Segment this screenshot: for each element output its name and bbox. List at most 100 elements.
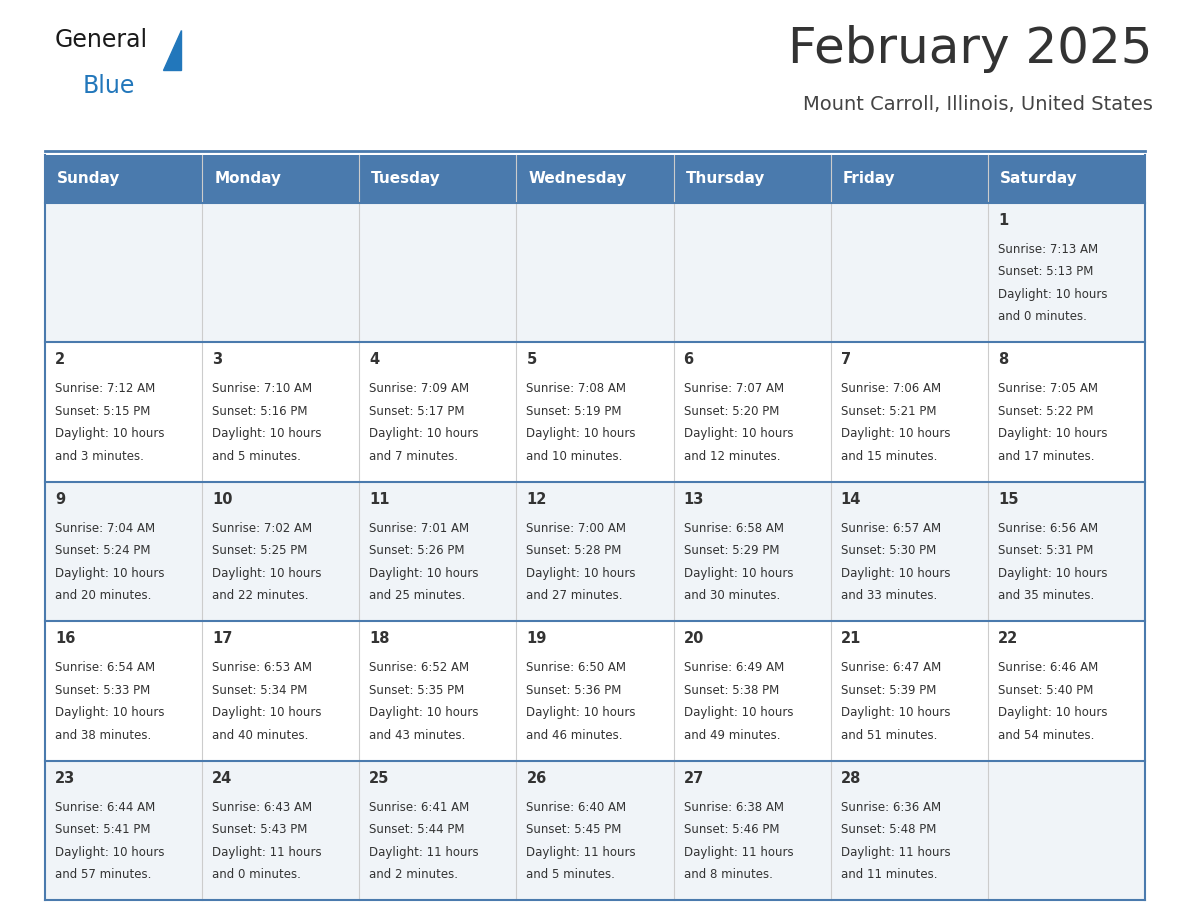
Text: Sunset: 5:19 PM: Sunset: 5:19 PM [526, 405, 623, 418]
Text: Sunset: 5:44 PM: Sunset: 5:44 PM [369, 823, 465, 836]
Text: Daylight: 10 hours: Daylight: 10 hours [526, 428, 636, 441]
Text: Daylight: 10 hours: Daylight: 10 hours [841, 566, 950, 580]
Text: Sunrise: 6:58 AM: Sunrise: 6:58 AM [683, 521, 784, 535]
Text: Sunset: 5:43 PM: Sunset: 5:43 PM [213, 823, 308, 836]
Text: Sunset: 5:20 PM: Sunset: 5:20 PM [683, 405, 779, 418]
Text: and 46 minutes.: and 46 minutes. [526, 729, 623, 742]
Text: 8: 8 [998, 353, 1009, 367]
Text: and 11 minutes.: and 11 minutes. [841, 868, 937, 881]
Text: and 17 minutes.: and 17 minutes. [998, 450, 1094, 463]
Text: 13: 13 [683, 492, 704, 507]
Text: 21: 21 [841, 632, 861, 646]
Text: 19: 19 [526, 632, 546, 646]
Text: 6: 6 [683, 353, 694, 367]
Text: Daylight: 10 hours: Daylight: 10 hours [213, 706, 322, 719]
Text: Sunrise: 6:57 AM: Sunrise: 6:57 AM [841, 521, 941, 535]
Text: Daylight: 10 hours: Daylight: 10 hours [369, 428, 479, 441]
Text: 16: 16 [55, 632, 75, 646]
Text: 22: 22 [998, 632, 1018, 646]
Text: Mount Carroll, Illinois, United States: Mount Carroll, Illinois, United States [803, 95, 1154, 114]
Text: 2: 2 [55, 353, 65, 367]
Text: Daylight: 10 hours: Daylight: 10 hours [841, 706, 950, 719]
Text: and 8 minutes.: and 8 minutes. [683, 868, 772, 881]
Bar [45, 482, 1145, 621]
Text: 15: 15 [998, 492, 1018, 507]
Text: Sunset: 5:41 PM: Sunset: 5:41 PM [55, 823, 151, 836]
Text: Sunset: 5:29 PM: Sunset: 5:29 PM [683, 544, 779, 557]
Text: Sunrise: 6:38 AM: Sunrise: 6:38 AM [683, 800, 784, 813]
Text: and 54 minutes.: and 54 minutes. [998, 729, 1094, 742]
Text: Daylight: 10 hours: Daylight: 10 hours [55, 845, 164, 858]
Text: Sunset: 5:35 PM: Sunset: 5:35 PM [369, 684, 465, 697]
Text: and 22 minutes.: and 22 minutes. [213, 589, 309, 602]
Text: Sunrise: 6:44 AM: Sunrise: 6:44 AM [55, 800, 156, 813]
Text: 23: 23 [55, 770, 75, 786]
Text: 10: 10 [213, 492, 233, 507]
Text: and 2 minutes.: and 2 minutes. [369, 868, 459, 881]
Text: Thursday: Thursday [685, 172, 765, 186]
Text: Sunset: 5:40 PM: Sunset: 5:40 PM [998, 684, 1093, 697]
Text: Daylight: 10 hours: Daylight: 10 hours [369, 566, 479, 580]
Text: Daylight: 10 hours: Daylight: 10 hours [369, 706, 479, 719]
Text: Sunset: 5:21 PM: Sunset: 5:21 PM [841, 405, 936, 418]
Text: Daylight: 10 hours: Daylight: 10 hours [526, 706, 636, 719]
Text: and 35 minutes.: and 35 minutes. [998, 589, 1094, 602]
Text: Sunset: 5:33 PM: Sunset: 5:33 PM [55, 684, 150, 697]
Text: Friday: Friday [842, 172, 896, 186]
Text: Sunrise: 6:36 AM: Sunrise: 6:36 AM [841, 800, 941, 813]
Text: Sunset: 5:28 PM: Sunset: 5:28 PM [526, 544, 621, 557]
Text: Sunrise: 7:13 AM: Sunrise: 7:13 AM [998, 243, 1098, 256]
Text: Sunday: Sunday [57, 172, 120, 186]
Text: Daylight: 10 hours: Daylight: 10 hours [998, 706, 1107, 719]
Text: Saturday: Saturday [1000, 172, 1078, 186]
Text: 20: 20 [683, 632, 704, 646]
Text: and 51 minutes.: and 51 minutes. [841, 729, 937, 742]
Text: 26: 26 [526, 770, 546, 786]
Text: and 33 minutes.: and 33 minutes. [841, 589, 937, 602]
Text: Blue: Blue [83, 74, 135, 98]
Text: Sunrise: 6:47 AM: Sunrise: 6:47 AM [841, 661, 941, 674]
Text: Daylight: 10 hours: Daylight: 10 hours [998, 428, 1107, 441]
Text: 5: 5 [526, 353, 537, 367]
Text: and 0 minutes.: and 0 minutes. [998, 310, 1087, 323]
Text: Sunrise: 6:50 AM: Sunrise: 6:50 AM [526, 661, 626, 674]
Text: Sunset: 5:31 PM: Sunset: 5:31 PM [998, 544, 1093, 557]
Text: Sunset: 5:39 PM: Sunset: 5:39 PM [841, 684, 936, 697]
Text: Sunset: 5:22 PM: Sunset: 5:22 PM [998, 405, 1093, 418]
Text: and 49 minutes.: and 49 minutes. [683, 729, 781, 742]
Text: Daylight: 10 hours: Daylight: 10 hours [841, 428, 950, 441]
Text: Tuesday: Tuesday [372, 172, 441, 186]
Text: Sunset: 5:48 PM: Sunset: 5:48 PM [841, 823, 936, 836]
Text: Sunrise: 6:43 AM: Sunrise: 6:43 AM [213, 800, 312, 813]
Text: Sunrise: 7:08 AM: Sunrise: 7:08 AM [526, 383, 626, 396]
Text: Sunrise: 7:07 AM: Sunrise: 7:07 AM [683, 383, 784, 396]
Text: and 10 minutes.: and 10 minutes. [526, 450, 623, 463]
Text: Daylight: 11 hours: Daylight: 11 hours [683, 845, 794, 858]
Text: and 57 minutes.: and 57 minutes. [55, 868, 151, 881]
Text: and 5 minutes.: and 5 minutes. [213, 450, 301, 463]
Text: Daylight: 10 hours: Daylight: 10 hours [55, 706, 164, 719]
Text: 7: 7 [841, 353, 851, 367]
Text: 9: 9 [55, 492, 65, 507]
Text: Sunrise: 6:52 AM: Sunrise: 6:52 AM [369, 661, 469, 674]
Text: February 2025: February 2025 [789, 25, 1154, 73]
Text: Daylight: 10 hours: Daylight: 10 hours [55, 566, 164, 580]
Text: Sunrise: 6:53 AM: Sunrise: 6:53 AM [213, 661, 312, 674]
Text: 12: 12 [526, 492, 546, 507]
Text: 27: 27 [683, 770, 703, 786]
Text: and 43 minutes.: and 43 minutes. [369, 729, 466, 742]
Text: Sunrise: 7:06 AM: Sunrise: 7:06 AM [841, 383, 941, 396]
Text: and 30 minutes.: and 30 minutes. [683, 589, 779, 602]
Text: and 3 minutes.: and 3 minutes. [55, 450, 144, 463]
Text: Sunset: 5:13 PM: Sunset: 5:13 PM [998, 265, 1093, 278]
Text: 1: 1 [998, 213, 1009, 228]
Text: General: General [55, 28, 148, 52]
Text: Sunset: 5:38 PM: Sunset: 5:38 PM [683, 684, 779, 697]
Text: 11: 11 [369, 492, 390, 507]
Text: and 12 minutes.: and 12 minutes. [683, 450, 781, 463]
Text: Sunrise: 7:04 AM: Sunrise: 7:04 AM [55, 521, 156, 535]
Bar [45, 761, 1145, 900]
Text: 28: 28 [841, 770, 861, 786]
Text: Sunrise: 6:54 AM: Sunrise: 6:54 AM [55, 661, 156, 674]
Polygon shape [163, 30, 181, 70]
